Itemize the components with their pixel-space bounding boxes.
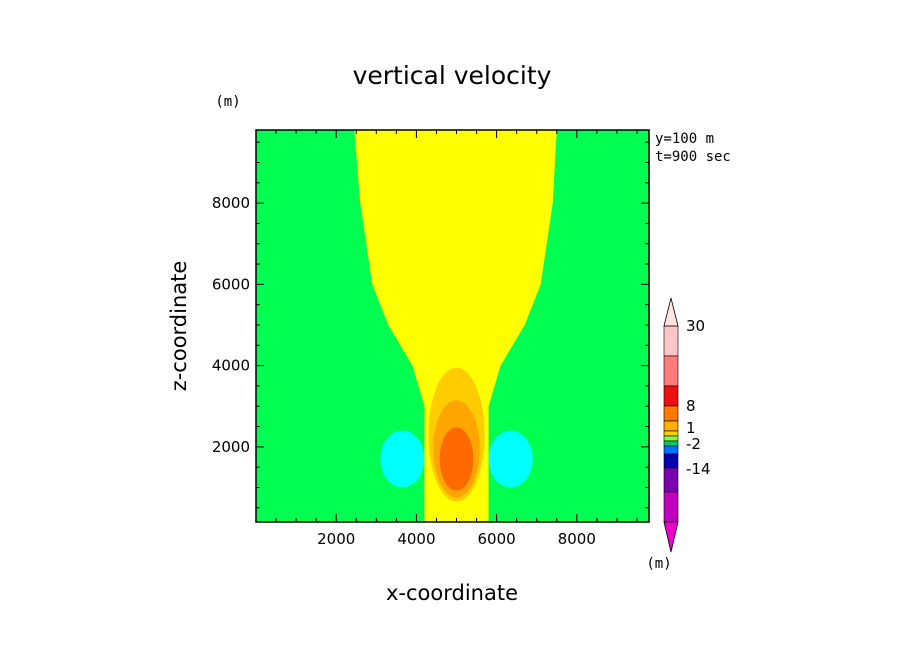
colorbar-segment (663, 440, 679, 447)
colorbar-label: 8 (686, 397, 696, 415)
colorbar-unit-label: (m) (646, 556, 671, 572)
annotation-y: y=100 m (655, 131, 714, 147)
annotation-t: t=900 sec (655, 149, 731, 165)
y-axis-label: z-coordinate (167, 261, 191, 392)
colorbar-bottom-arrow (663, 521, 679, 553)
axis-ticks: 2000 4000 6000 8000 2000 4000 6000 8000 (212, 130, 649, 548)
contour-field (256, 130, 649, 522)
x-axis-label: x-coordinate (386, 581, 518, 605)
region-right-downdraft (488, 430, 533, 488)
region-core-inner (439, 427, 474, 491)
x-tick-label: 8000 (558, 530, 596, 548)
y-unit-label: (m) (215, 94, 240, 110)
colorbar-segment (663, 467, 679, 493)
y-tick-label: 6000 (212, 275, 250, 293)
colorbar-label: -14 (686, 460, 711, 478)
colorbar-segment (663, 445, 679, 455)
plot-frame (255, 129, 650, 523)
colorbar-segment (663, 420, 679, 432)
y-tick-label: 4000 (212, 357, 250, 375)
colorbar-segment (663, 491, 679, 523)
colorbar-label: 30 (686, 317, 705, 335)
colorbar-label: 1 (686, 419, 696, 437)
y-tick-label: 2000 (212, 438, 250, 456)
colorbar: 30 8 1-2 -14 (663, 297, 711, 553)
colorbar-segment (663, 453, 679, 469)
y-tick-label: 8000 (212, 194, 250, 212)
colorbar-top-arrow (663, 297, 679, 327)
region-updraft-plume (354, 130, 557, 522)
colorbar-segment (663, 435, 679, 442)
chart-title: vertical velocity (353, 61, 552, 90)
x-tick-label: 4000 (397, 530, 435, 548)
colorbar-segment (663, 325, 679, 357)
colorbar-label: -2 (686, 435, 701, 453)
colorbar-segment (663, 430, 679, 437)
x-tick-label: 2000 (317, 530, 355, 548)
colorbar-segment (663, 355, 679, 387)
x-tick-label: 6000 (478, 530, 516, 548)
colorbar-segment (663, 405, 679, 422)
region-left-downdraft (380, 430, 425, 488)
colorbar-segment (663, 385, 679, 407)
